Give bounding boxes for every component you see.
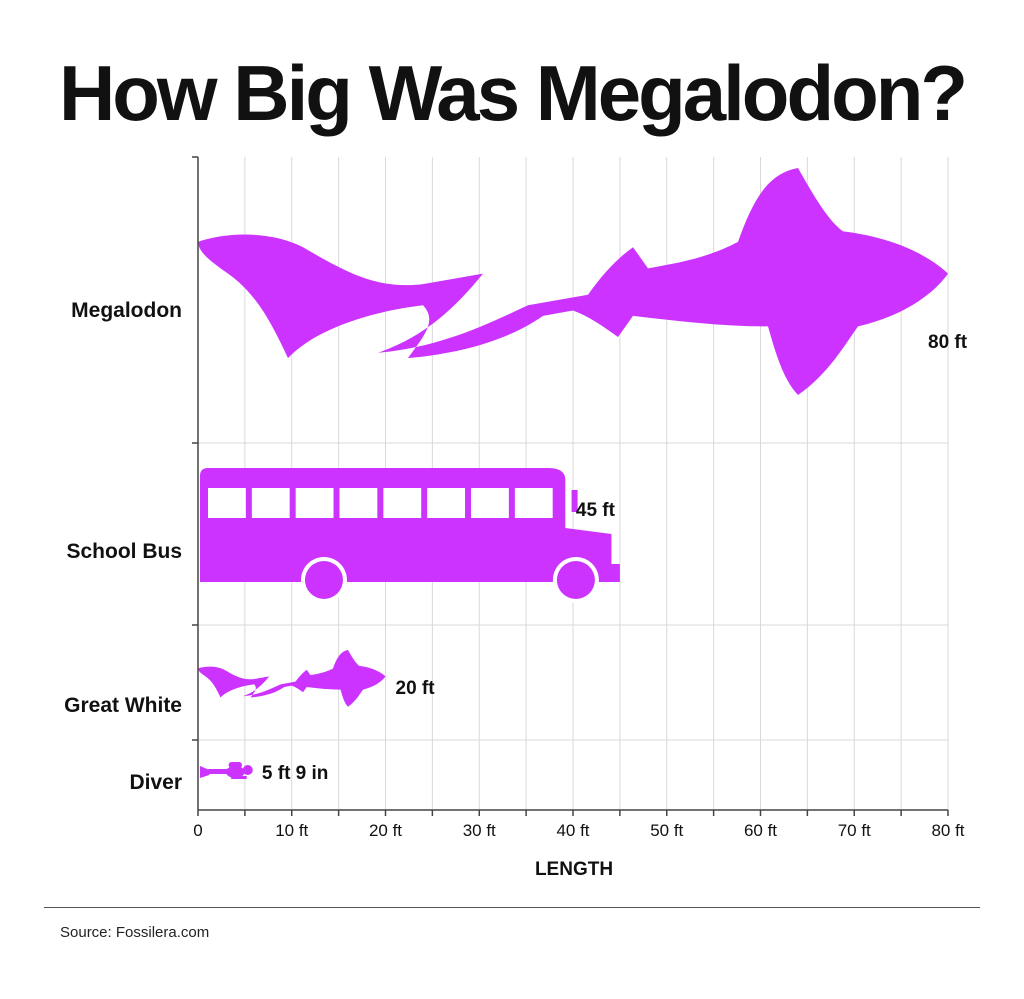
chart-marks [198,168,948,779]
bus-mirror [571,490,578,512]
diver-arm [231,776,247,779]
diver-torso [225,766,245,778]
great-white-shark-icon [198,650,386,707]
bus-window [427,488,466,518]
megalodon-shark-icon-body [198,168,948,396]
diver-fins [200,766,210,778]
x-tick-label: 10 ft [275,821,308,840]
great-white-shark-icon-body [198,650,386,707]
category-label: School Bus [66,540,182,563]
diver-legs [208,769,230,774]
scuba-diver-icon [200,762,253,779]
school-bus-icon [200,468,620,603]
chart: 0 10 ft 20 ft 30 ft 40 ft 50 ft 60 ft 70 ft 80 f… [64,156,968,880]
x-tick-label: 50 ft [650,821,683,840]
category-label: Megalodon [71,299,182,322]
x-tick-label: 60 ft [744,821,777,840]
bus-window [208,488,246,518]
diver-head [242,765,253,775]
value-label: 5 ft 9 in [262,763,329,784]
x-tick-label: 80 ft [931,821,964,840]
bus-window [295,488,334,518]
bus-wheel [304,561,343,599]
source-divider [44,907,980,908]
megalodon-shark-icon [198,168,948,396]
bus-window [514,488,553,518]
chart-labels: 0 10 ft 20 ft 30 ft 40 ft 50 ft 60 ft 70 ft 80 f… [64,299,968,840]
bus-window [339,488,378,518]
category-label: Diver [129,771,182,794]
bus-window [471,488,509,518]
x-axis-title: LENGTH [535,859,613,880]
x-tick-label: 20 ft [369,821,402,840]
bus-window [383,488,422,518]
x-tick-label: 30 ft [463,821,496,840]
source-note: Source: Fossilera.com [60,924,210,941]
bus-body [200,468,620,582]
x-tick-label: 40 ft [556,821,589,840]
bus-wheel [556,561,595,599]
x-tick-label: 70 ft [838,821,871,840]
x-tick-label: 0 [193,821,202,840]
chart-title: How Big Was Megalodon? [58,49,968,137]
bus-window [251,488,290,518]
category-label: Great White [64,694,182,717]
axes [192,156,949,816]
value-label: 45 ft [576,500,616,521]
value-label: 20 ft [396,678,436,699]
diver-tank [228,762,243,768]
value-label: 80 ft [928,332,968,353]
